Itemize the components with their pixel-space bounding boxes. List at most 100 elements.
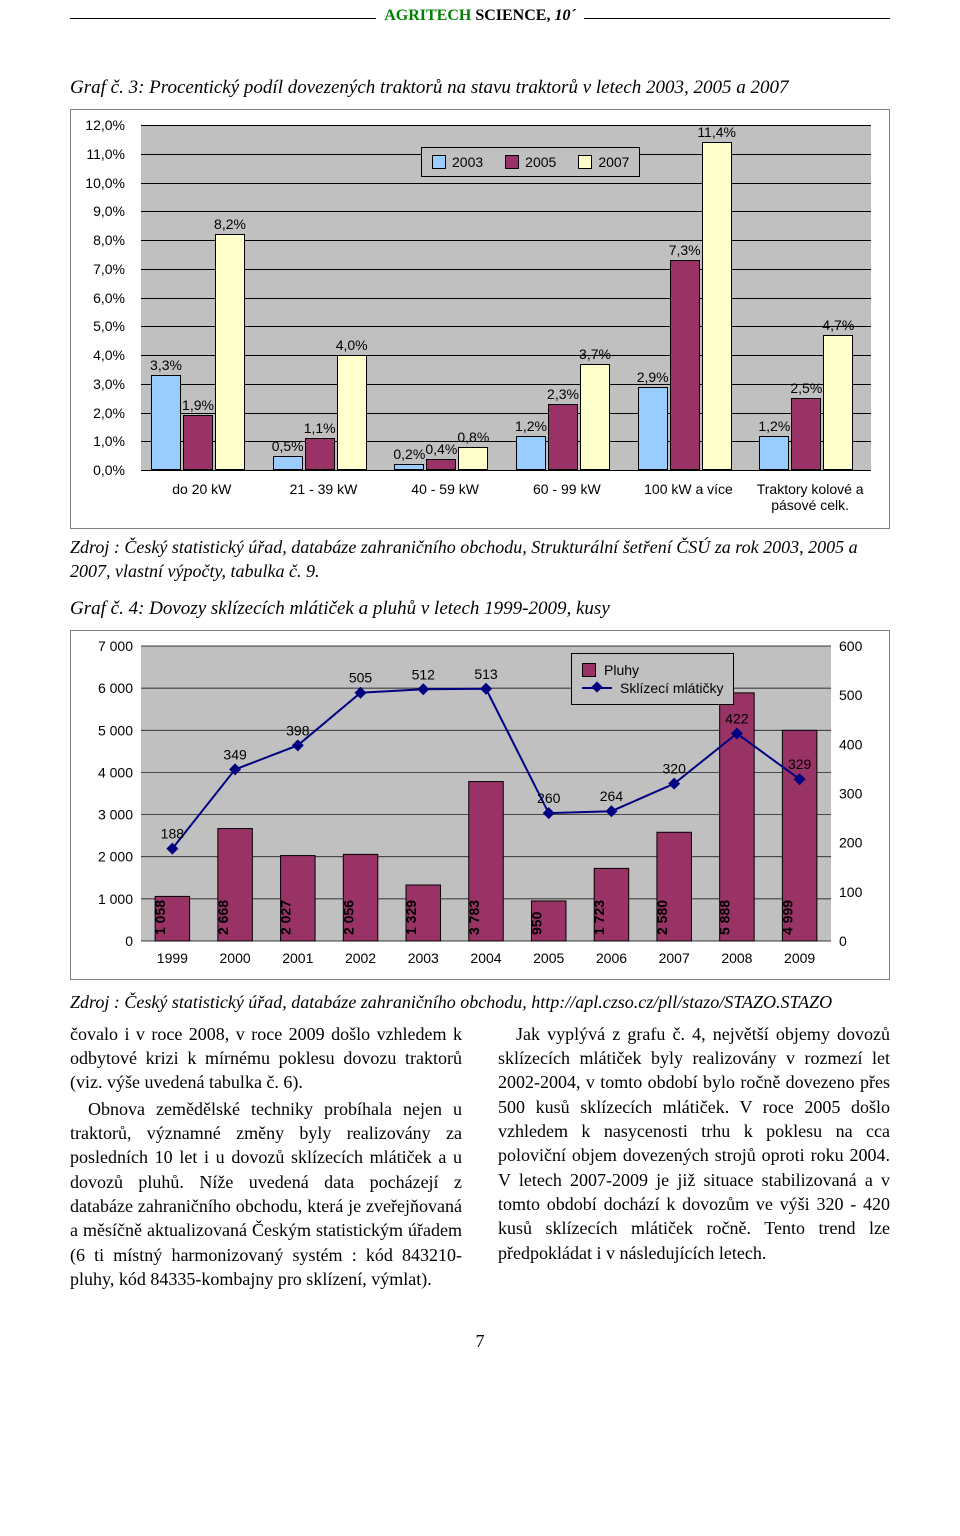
chart1-bar	[273, 456, 303, 470]
legend-swatch	[505, 155, 519, 169]
chart1-value-label: 4,7%	[818, 317, 858, 333]
chart2-line-value: 513	[474, 665, 498, 681]
chart1-group: 2,9% 7,3% 11,4%	[628, 125, 750, 470]
chart1-value-label: 0,5%	[268, 438, 308, 454]
chart2-caption: Graf č. 4: Dovozy sklízecích mlátiček a …	[70, 598, 890, 620]
chart1-bar	[580, 364, 610, 470]
chart2-xtick: 2009	[784, 950, 815, 966]
chart1-bar	[394, 464, 424, 470]
chart2-ytick-right: 0	[839, 933, 847, 949]
chart1-bar	[702, 142, 732, 470]
chart1-xtick: 60 - 99 kW	[506, 481, 628, 497]
chart2-xtick: 2001	[282, 950, 313, 966]
chart1-bar	[215, 234, 245, 470]
chart1-ytick: 7,0%	[93, 261, 125, 277]
chart1-bar	[638, 387, 668, 470]
chart1-bar	[516, 436, 546, 471]
chart1-x-axis: do 20 kW21 - 39 kW40 - 59 kW60 - 99 kW10…	[141, 475, 871, 525]
chart1-value-label: 4,0%	[332, 337, 372, 353]
chart1-xtick: Traktory kolové a pásové celk.	[749, 481, 871, 513]
journal-title: AGRITECH SCIENCE, 10´	[376, 7, 584, 25]
chart2-ytick-left: 6 000	[98, 680, 133, 696]
chart2-xtick: 2004	[470, 950, 501, 966]
chart2-bar-label: 4 999	[779, 899, 795, 934]
chart2-line-value: 349	[223, 746, 247, 762]
chart2-line-value: 320	[663, 760, 687, 776]
chart1-bar	[548, 404, 578, 470]
chart1-value-label: 1,2%	[511, 418, 551, 434]
chart2-xtick: 2003	[408, 950, 439, 966]
chart1-bar	[823, 335, 853, 470]
chart1-bar	[458, 447, 488, 470]
chart2-xtick: 2006	[596, 950, 627, 966]
chart2-ytick-left: 1 000	[98, 890, 133, 906]
chart2-ytick-right: 100	[839, 883, 863, 899]
chart2: 01 0002 0003 0004 0005 0006 0007 0000100…	[70, 630, 890, 980]
chart1-bar	[183, 415, 213, 470]
chart2-line-value: 260	[537, 790, 561, 806]
chart2-bar-label: 2 056	[340, 899, 356, 934]
body-right-p1: Jak vyplývá z grafu č. 4, největší objem…	[498, 1022, 890, 1265]
legend-label: 2007	[598, 154, 629, 170]
chart1-group: 0,5%1,1%4,0%	[263, 125, 385, 470]
chart2-ytick-right: 300	[839, 785, 863, 801]
chart2-line-value: 512	[412, 666, 436, 682]
chart1-value-label: 3,3%	[146, 357, 186, 373]
journal-title-green: AGRITECH	[384, 7, 471, 24]
chart1-value-label: 0,8%	[453, 429, 493, 445]
chart1-ytick: 8,0%	[93, 232, 125, 248]
chart2-line-value: 398	[286, 722, 310, 738]
page-number: 7	[70, 1331, 890, 1352]
chart2-line-value: 329	[788, 756, 812, 772]
chart1-value-label: 8,2%	[210, 216, 250, 232]
body-text: čovalo i v roce 2008, v roce 2009 došlo …	[70, 1022, 890, 1291]
chart2-line-value: 264	[600, 788, 624, 804]
chart2-ytick-left: 7 000	[98, 638, 133, 654]
chart2-ytick-left: 4 000	[98, 764, 133, 780]
chart1-ytick: 10,0%	[85, 175, 125, 191]
chart1-value-label: 2,3%	[543, 386, 583, 402]
chart2-xtick: 2007	[659, 950, 690, 966]
chart1-xtick: 40 - 59 kW	[384, 481, 506, 497]
chart1-value-label: 3,7%	[575, 346, 615, 362]
chart2-svg: 01 0002 0003 0004 0005 0006 0007 0000100…	[71, 631, 891, 981]
chart1-value-label: 7,3%	[665, 242, 705, 258]
chart2-bar-label: 1 329	[403, 899, 419, 934]
chart1-xtick: do 20 kW	[141, 481, 263, 497]
chart1-value-label: 11,4%	[697, 124, 737, 140]
body-left-p1: čovalo i v roce 2008, v roce 2009 došlo …	[70, 1022, 462, 1095]
chart2-legend: Pluhy Sklízecí mlátičky	[571, 653, 734, 705]
legend-swatch	[432, 155, 446, 169]
chart1-value-label: 2,9%	[633, 369, 673, 385]
journal-issue: 10´	[554, 7, 575, 24]
body-left-p2: Obnova zemědělské techniky probíhala nej…	[70, 1097, 462, 1291]
chart1-legend: 200320052007	[421, 147, 640, 177]
chart2-line-value: 505	[349, 669, 373, 685]
chart2-bar-label: 3 783	[466, 899, 482, 934]
chart2-bar-label: 2 668	[215, 899, 231, 934]
chart1-bar	[426, 459, 456, 471]
legend-label-bars: Pluhy	[604, 662, 639, 678]
chart2-ytick-right: 600	[839, 638, 863, 654]
chart1-ytick: 5,0%	[93, 318, 125, 334]
chart1-bar	[791, 398, 821, 470]
chart1: 0,0%1,0%2,0%3,0%4,0%5,0%6,0%7,0%8,0%9,0%…	[70, 109, 890, 529]
chart1-value-label: 2,5%	[786, 380, 826, 396]
chart1-bar	[151, 375, 181, 470]
chart1-ytick: 0,0%	[93, 462, 125, 478]
chart1-ytick: 9,0%	[93, 203, 125, 219]
legend-line-marker	[582, 681, 612, 695]
chart2-xtick: 2000	[220, 950, 251, 966]
chart1-ytick: 2,0%	[93, 405, 125, 421]
chart1-ytick: 6,0%	[93, 290, 125, 306]
chart1-xtick: 100 kW a více	[628, 481, 750, 497]
chart1-caption: Graf č. 3: Procentický podíl dovezených …	[70, 77, 890, 99]
chart1-bar	[759, 436, 789, 471]
chart2-source: Zdroj : Český statistický úřad, databáze…	[70, 990, 890, 1014]
chart2-xtick: 2008	[721, 950, 752, 966]
chart1-ytick: 12,0%	[85, 117, 125, 133]
chart2-ytick-left: 5 000	[98, 722, 133, 738]
chart2-ytick-right: 200	[839, 834, 863, 850]
chart1-ytick: 1,0%	[93, 433, 125, 449]
legend-label-line: Sklízecí mlátičky	[620, 680, 723, 696]
